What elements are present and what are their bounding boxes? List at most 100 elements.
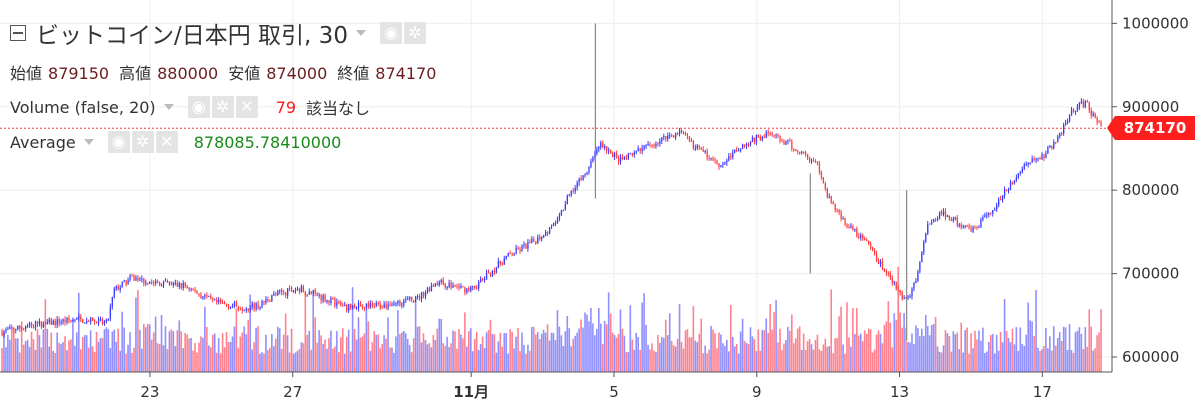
volume-bar <box>152 332 155 372</box>
chevron-down-icon[interactable] <box>83 139 94 145</box>
candle-body <box>848 227 850 229</box>
volume-bar <box>1009 342 1012 372</box>
volume-bar <box>194 343 196 372</box>
candle-body <box>269 300 271 302</box>
price-axis[interactable]: 1000000 900000 800000 700000 600000 <box>1112 14 1189 366</box>
volume-bar <box>773 312 775 372</box>
eye-icon[interactable]: ◉ <box>379 22 402 44</box>
volume-bar <box>859 333 862 372</box>
volume-bar <box>32 339 35 372</box>
volume-bar <box>810 344 813 372</box>
volume-bar <box>830 289 833 372</box>
candle-body <box>84 322 86 324</box>
volume-bar <box>629 305 632 372</box>
candle-body <box>424 292 427 297</box>
volume-bar <box>609 313 612 372</box>
y-tick-label: 700000 <box>1122 265 1179 283</box>
volume-bar <box>213 333 216 372</box>
close-icon[interactable]: ✕ <box>235 96 258 118</box>
volume-bar <box>1060 340 1063 372</box>
candle-body <box>546 231 549 234</box>
candle-body <box>202 296 204 299</box>
candle-body <box>730 156 732 158</box>
symbol-title[interactable]: ビットコイン/日本円 取引, 30 <box>36 23 348 49</box>
candle-body <box>903 296 905 299</box>
candle-body <box>986 214 988 216</box>
candle-body <box>629 153 632 155</box>
gear-icon[interactable]: ✲ <box>131 131 154 153</box>
candle-body <box>88 320 90 322</box>
volume-bar <box>399 333 401 372</box>
volume-bar <box>330 330 332 372</box>
collapse-icon[interactable] <box>10 25 26 41</box>
average-title[interactable]: Average <box>10 132 76 152</box>
candle-body <box>610 150 612 154</box>
volume-bar <box>141 348 143 372</box>
volume-bar <box>211 334 214 372</box>
candle-body <box>3 330 5 336</box>
volume-bar <box>365 309 368 372</box>
volume-bar <box>869 329 872 372</box>
volume-title[interactable]: Volume (false, 20) <box>10 97 156 117</box>
chevron-down-icon[interactable] <box>163 104 174 110</box>
eye-icon[interactable]: ◉ <box>187 96 210 118</box>
volume-bar <box>960 322 963 372</box>
volume-bar <box>558 326 561 372</box>
chevron-down-icon[interactable] <box>355 30 366 36</box>
volume-bar <box>982 327 984 372</box>
candle-body <box>710 158 712 160</box>
candle-body <box>322 295 324 301</box>
candle-body <box>1019 172 1022 174</box>
volume-bar <box>783 343 785 372</box>
volume-bar <box>615 337 618 372</box>
candle-body <box>552 223 555 226</box>
candle-body <box>950 219 953 221</box>
candle-body <box>351 305 354 308</box>
candle-body <box>320 295 322 301</box>
candle-body <box>373 306 375 308</box>
volume-bar <box>269 347 271 372</box>
volume-bar <box>154 316 157 372</box>
volume-bar <box>499 332 502 372</box>
volume-bar <box>235 308 238 372</box>
candle-body <box>801 151 803 153</box>
candle-body <box>686 134 689 137</box>
volume-bar <box>1027 302 1029 372</box>
candle-body <box>62 319 64 323</box>
candle-body <box>1080 101 1083 103</box>
gear-icon[interactable]: ✲ <box>403 22 426 44</box>
volume-bar <box>1033 335 1035 372</box>
candle-body <box>389 304 391 306</box>
volume-bar <box>150 339 153 372</box>
volume-bar <box>812 349 815 372</box>
candle-body <box>854 229 856 231</box>
candle-body <box>60 322 62 324</box>
candle-body <box>714 160 716 162</box>
volume-bar <box>448 346 450 372</box>
candle-body <box>501 263 503 265</box>
close-icon[interactable]: ✕ <box>155 131 178 153</box>
volume-bar <box>422 333 425 372</box>
volume-bar <box>938 351 941 372</box>
volume-bar <box>271 333 273 372</box>
volume-bar <box>631 339 634 372</box>
volume-bar <box>678 304 681 372</box>
candle-body <box>753 137 756 143</box>
candle-body <box>107 318 110 320</box>
time-axis[interactable]: 23 27 11月 5 9 13 17 <box>140 372 1052 401</box>
eye-icon[interactable]: ◉ <box>107 131 130 153</box>
volume-bar <box>182 348 185 372</box>
candle-body <box>127 279 129 285</box>
volume-bar <box>954 334 957 372</box>
candle-body <box>255 303 257 310</box>
volume-bar <box>46 328 49 372</box>
candle-body <box>342 304 344 306</box>
candle-body <box>117 286 119 290</box>
candle-body <box>133 276 135 281</box>
candle-body <box>741 144 744 149</box>
volume-bar <box>848 337 850 372</box>
gear-icon[interactable]: ✲ <box>211 96 234 118</box>
volume-bar <box>865 333 868 372</box>
volume-bar <box>627 351 630 372</box>
